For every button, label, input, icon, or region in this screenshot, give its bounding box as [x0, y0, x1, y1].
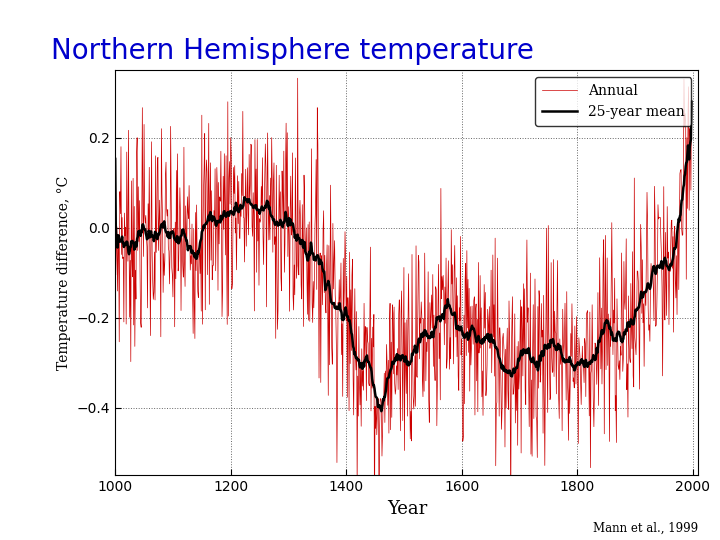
Annual: [575, 334, 583, 341]
Y-axis label: Temperature difference, °C: Temperature difference, °C: [58, 176, 71, 370]
Text: Northern Hemisphere temperature: Northern Hemisphere temperature: [51, 37, 534, 65]
25-year mean: [642, 289, 650, 295]
25-year mean: [687, 98, 696, 105]
25-year mean: [574, 360, 582, 366]
Legend: Annual, 25-year mean: Annual, 25-year mean: [535, 77, 691, 126]
X-axis label: Year: Year: [387, 500, 427, 518]
Text: Mann et al., 1999: Mann et al., 1999: [593, 522, 698, 535]
Annual: [375, 531, 384, 537]
Annual: [293, 75, 302, 82]
25-year mean: [448, 311, 456, 318]
Annual: [158, 217, 167, 223]
Annual: [514, 338, 523, 345]
Annual: [629, 248, 637, 255]
25-year mean: [628, 318, 636, 324]
Line: 25-year mean: 25-year mean: [115, 102, 691, 411]
Annual: [642, 251, 651, 257]
Annual: [111, 156, 120, 162]
Annual: [687, 98, 696, 105]
25-year mean: [513, 361, 522, 367]
25-year mean: [111, 156, 120, 162]
25-year mean: [377, 408, 386, 414]
Annual: [448, 261, 456, 268]
Line: Annual: Annual: [115, 78, 691, 534]
25-year mean: [158, 220, 167, 227]
